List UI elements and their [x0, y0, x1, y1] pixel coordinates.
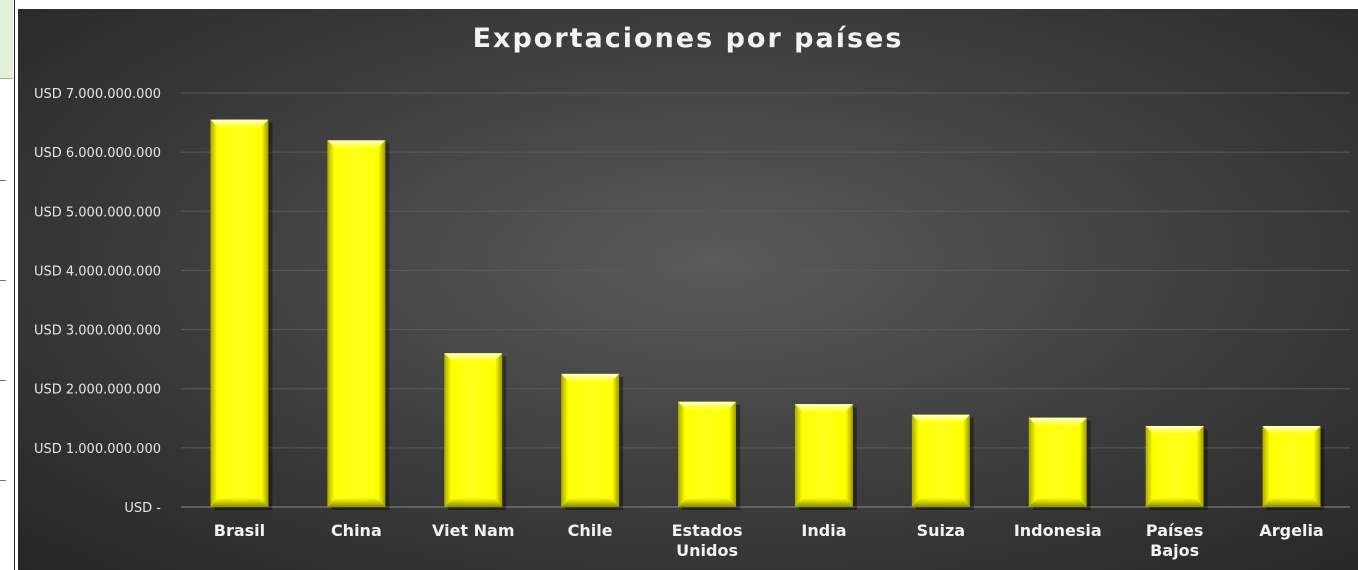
- y-tick-label: USD 1.000.000.000: [34, 442, 161, 457]
- bar-body: [210, 119, 269, 507]
- x-tick-label: Argelia: [1259, 521, 1323, 540]
- bar[interactable]: [561, 373, 624, 510]
- row-marker: [0, 480, 6, 481]
- bar-body: [794, 404, 853, 507]
- bar-bevel-bottom: [1262, 498, 1321, 507]
- y-tick-label: USD 6.000.000.000: [34, 146, 161, 161]
- bar-body: [1028, 417, 1087, 507]
- bar-bevel-bottom: [210, 498, 269, 507]
- bar-body: [911, 414, 970, 507]
- row-marker: [0, 280, 6, 281]
- bar[interactable]: [1262, 425, 1325, 510]
- bar-bevel-top: [444, 353, 503, 363]
- y-tick-label: USD -: [124, 501, 161, 516]
- bar-body: [678, 401, 737, 507]
- x-tick-label: Indonesia: [1014, 521, 1102, 540]
- bar-bevel-top: [678, 401, 737, 411]
- chart-title: Exportaciones por países: [472, 23, 904, 54]
- bar[interactable]: [678, 401, 741, 510]
- bar-bevel-bottom: [1145, 498, 1204, 507]
- x-tick-label: Brasil: [214, 521, 265, 540]
- x-tick-label: China: [331, 521, 382, 540]
- bar-body: [1145, 425, 1204, 507]
- bar-bevel-top: [210, 119, 269, 129]
- bar-bevel-top: [1028, 417, 1087, 427]
- bar-bevel-bottom: [444, 498, 503, 507]
- bar[interactable]: [444, 353, 507, 510]
- bar-body: [444, 353, 503, 507]
- y-tick-label: USD 3.000.000.000: [34, 324, 161, 339]
- x-tick-label: Chile: [568, 521, 613, 540]
- row-marker: [0, 180, 6, 181]
- bar-bevel-top: [794, 404, 853, 414]
- bar[interactable]: [327, 140, 390, 511]
- bar-body: [561, 373, 620, 507]
- x-tick-label: Estados Unidos: [672, 521, 743, 560]
- y-tick-label: USD 7.000.000.000: [34, 87, 161, 102]
- bar-bevel-top: [561, 373, 620, 383]
- bar-bevel-bottom: [794, 498, 853, 507]
- bar-bevel-bottom: [561, 498, 620, 507]
- bar-bevel-top: [1145, 425, 1204, 435]
- bar-body: [1262, 425, 1321, 507]
- bar[interactable]: [1145, 425, 1208, 510]
- bar-bevel-bottom: [678, 498, 737, 507]
- bar[interactable]: [911, 414, 974, 510]
- y-tick-label: USD 5.000.000.000: [34, 205, 161, 220]
- x-tick-label: India: [801, 521, 846, 540]
- row-marker: [0, 380, 6, 381]
- y-tick-label: USD 2.000.000.000: [34, 383, 161, 398]
- x-tick-label: Viet Nam: [432, 521, 515, 540]
- bar-bevel-top: [327, 140, 386, 150]
- x-tick-label: Países Bajos: [1146, 521, 1203, 560]
- bar-bevel-bottom: [327, 498, 386, 507]
- bar-bevel-bottom: [911, 498, 970, 507]
- bar[interactable]: [794, 404, 857, 510]
- bar-bevel-top: [1262, 425, 1321, 435]
- x-tick-label: Suiza: [917, 521, 966, 540]
- bar-body: [327, 140, 386, 508]
- bar-bevel-bottom: [1028, 498, 1087, 507]
- bar[interactable]: [1028, 417, 1091, 510]
- spreadsheet-cell: [0, 0, 13, 79]
- y-tick-label: USD 4.000.000.000: [34, 264, 161, 279]
- chart-area[interactable]: Exportaciones por países USD - USD 1.000.…: [18, 9, 1358, 570]
- spreadsheet-edge: [0, 0, 15, 570]
- bar-chart: USD - USD 1.000.000.000 USD 2.000.000.000 U…: [34, 87, 1350, 560]
- bar-bevel-top: [911, 414, 970, 424]
- bar[interactable]: [210, 119, 273, 510]
